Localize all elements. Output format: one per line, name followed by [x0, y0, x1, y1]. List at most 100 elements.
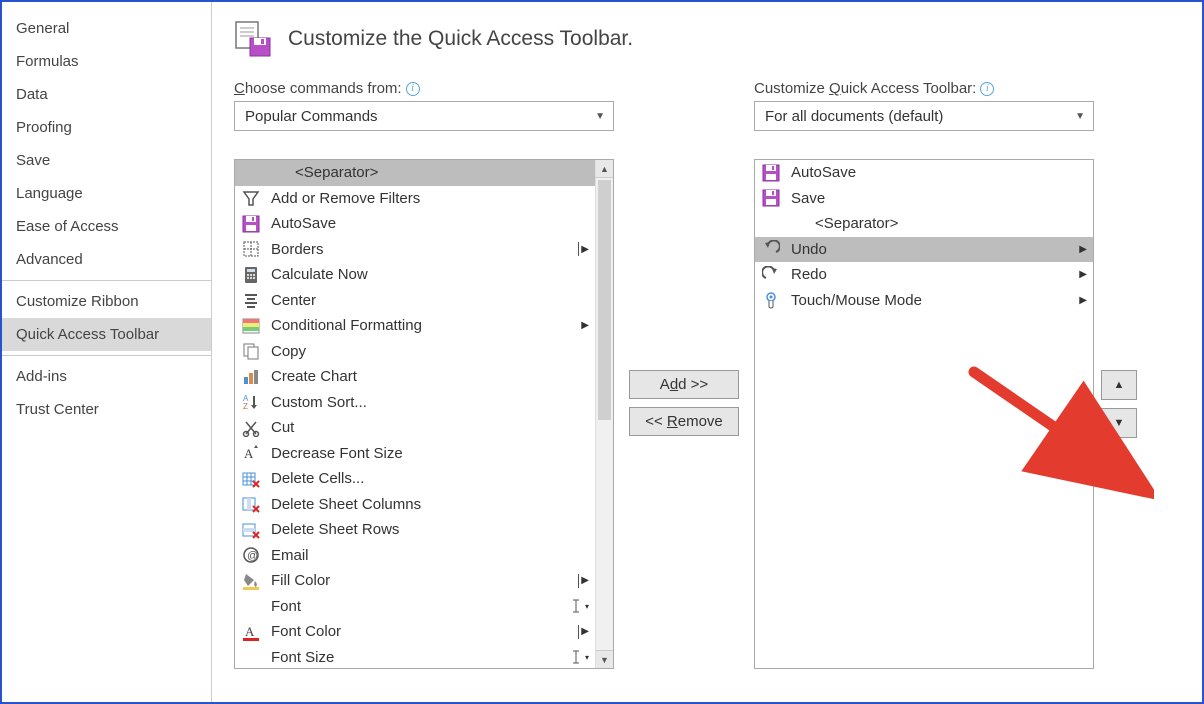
- list-item-label: Email: [271, 547, 595, 564]
- list-item[interactable]: <Separator>: [755, 211, 1093, 237]
- list-item-label: Delete Sheet Columns: [271, 496, 595, 513]
- submenu-indicator: ▶: [578, 242, 595, 256]
- options-sidebar: GeneralFormulasDataProofingSaveLanguageE…: [2, 2, 212, 702]
- list-item-label: Custom Sort...: [271, 394, 595, 411]
- chevron-down-icon: ▼: [1075, 111, 1085, 122]
- list-item-label: Borders: [271, 241, 570, 258]
- list-item-label: Touch/Mouse Mode: [791, 292, 1071, 309]
- submenu-indicator: ▾: [569, 649, 595, 665]
- list-item-label: Font: [271, 598, 561, 615]
- choose-commands-label: Choose commands from: i: [234, 80, 614, 97]
- list-item[interactable]: Calculate Now: [235, 262, 595, 288]
- list-item[interactable]: Fill Color ▶: [235, 568, 595, 594]
- choose-commands-dropdown[interactable]: Popular Commands ▼: [234, 101, 614, 131]
- list-item[interactable]: AutoSave: [235, 211, 595, 237]
- list-item[interactable]: Save: [755, 186, 1093, 212]
- sidebar-item-formulas[interactable]: Formulas: [2, 45, 211, 78]
- svg-text:A: A: [245, 624, 255, 639]
- sidebar-item-add-ins[interactable]: Add-ins: [2, 360, 211, 393]
- touch-icon: [759, 291, 783, 309]
- customize-qat-label: Customize Quick Access Toolbar: i: [754, 80, 1094, 97]
- submenu-indicator: ▶: [578, 625, 595, 639]
- list-item[interactable]: Font Size ▾: [235, 645, 595, 669]
- sidebar-item-general[interactable]: General: [2, 12, 211, 45]
- list-item-label: Decrease Font Size: [271, 445, 595, 462]
- save-purple-icon: [239, 215, 263, 233]
- list-item[interactable]: Delete Cells...: [235, 466, 595, 492]
- sidebar-item-data[interactable]: Data: [2, 78, 211, 111]
- list-item[interactable]: AutoSave: [755, 160, 1093, 186]
- list-item-label: Create Chart: [271, 368, 595, 385]
- sidebar-item-proofing[interactable]: Proofing: [2, 111, 211, 144]
- list-item[interactable]: Cut: [235, 415, 595, 441]
- remove-button[interactable]: << Remove: [629, 407, 739, 436]
- list-item[interactable]: Copy: [235, 339, 595, 365]
- submenu-indicator: ▶: [1079, 269, 1093, 280]
- list-item[interactable]: <Separator>: [235, 160, 595, 186]
- move-up-button[interactable]: ▲: [1101, 370, 1137, 400]
- scroll-thumb[interactable]: [598, 180, 611, 420]
- available-commands-list[interactable]: <Separator>Add or Remove Filters AutoSave…: [234, 159, 614, 669]
- sidebar-item-quick-access-toolbar[interactable]: Quick Access Toolbar: [2, 318, 211, 351]
- sidebar-item-trust-center[interactable]: Trust Center: [2, 393, 211, 426]
- list-item-label: <Separator>: [791, 215, 1093, 232]
- redo-icon: [759, 266, 783, 284]
- list-item[interactable]: Add or Remove Filters: [235, 186, 595, 212]
- info-icon[interactable]: i: [980, 82, 994, 96]
- sidebar-item-advanced[interactable]: Advanced: [2, 243, 211, 276]
- del-rows-icon: [239, 521, 263, 539]
- blank-icon: [239, 648, 263, 666]
- current-qat-list[interactable]: AutoSaveSave<Separator>Undo▶Redo▶Touch/M…: [754, 159, 1094, 669]
- sidebar-item-customize-ribbon[interactable]: Customize Ribbon: [2, 285, 211, 318]
- funnel-icon: [239, 189, 263, 207]
- svg-text:Z: Z: [243, 402, 248, 411]
- font-dec-icon: A: [239, 444, 263, 462]
- sidebar-separator: [2, 280, 211, 281]
- list-item-label: Undo: [791, 241, 1071, 258]
- del-cols-icon: [239, 495, 263, 513]
- info-icon[interactable]: i: [406, 82, 420, 96]
- add-button[interactable]: Add >>: [629, 370, 739, 399]
- list-item-label: Conditional Formatting: [271, 317, 573, 334]
- list-item[interactable]: Touch/Mouse Mode▶: [755, 288, 1093, 314]
- sidebar-item-language[interactable]: Language: [2, 177, 211, 210]
- list-item[interactable]: @Email: [235, 543, 595, 569]
- scroll-up-button[interactable]: ▲: [596, 160, 613, 178]
- list-item-label: Font Size: [271, 649, 561, 666]
- list-item-label: Delete Sheet Rows: [271, 521, 595, 538]
- sidebar-separator: [2, 355, 211, 356]
- list-item-label: Fill Color: [271, 572, 570, 589]
- borders-icon: [239, 240, 263, 258]
- scroll-down-button[interactable]: ▼: [596, 650, 613, 668]
- sidebar-item-save[interactable]: Save: [2, 144, 211, 177]
- list-item[interactable]: Center: [235, 288, 595, 314]
- panel-title: Customize the Quick Access Toolbar.: [288, 27, 633, 51]
- scrollbar[interactable]: ▲ ▼: [595, 160, 613, 668]
- sidebar-item-ease-of-access[interactable]: Ease of Access: [2, 210, 211, 243]
- list-item[interactable]: Undo▶: [755, 237, 1093, 263]
- list-item[interactable]: Create Chart: [235, 364, 595, 390]
- list-item-label: Font Color: [271, 623, 570, 640]
- list-item[interactable]: Conditional Formatting▶: [235, 313, 595, 339]
- list-item-label: Save: [791, 190, 1093, 207]
- cond-format-icon: [239, 317, 263, 335]
- list-item-label: AutoSave: [271, 215, 595, 232]
- list-item[interactable]: Borders ▶: [235, 237, 595, 263]
- del-cells-icon: [239, 470, 263, 488]
- sort-icon: AZ: [239, 393, 263, 411]
- svg-text:A: A: [244, 446, 254, 461]
- list-item[interactable]: A Decrease Font Size: [235, 441, 595, 467]
- scissors-icon: [239, 419, 263, 437]
- list-item[interactable]: Delete Sheet Columns: [235, 492, 595, 518]
- customize-qat-dropdown[interactable]: For all documents (default) ▼: [754, 101, 1094, 131]
- list-item[interactable]: AZ Custom Sort...: [235, 390, 595, 416]
- save-purple-icon: [759, 164, 783, 182]
- list-item[interactable]: A Font Color ▶: [235, 619, 595, 645]
- undo-icon: [759, 240, 783, 258]
- fill-color-icon: [239, 572, 263, 590]
- move-down-button[interactable]: ▼: [1101, 408, 1137, 438]
- list-item[interactable]: Delete Sheet Rows: [235, 517, 595, 543]
- list-item[interactable]: Font▾: [235, 594, 595, 620]
- submenu-indicator: ▶: [578, 574, 595, 588]
- list-item[interactable]: Redo▶: [755, 262, 1093, 288]
